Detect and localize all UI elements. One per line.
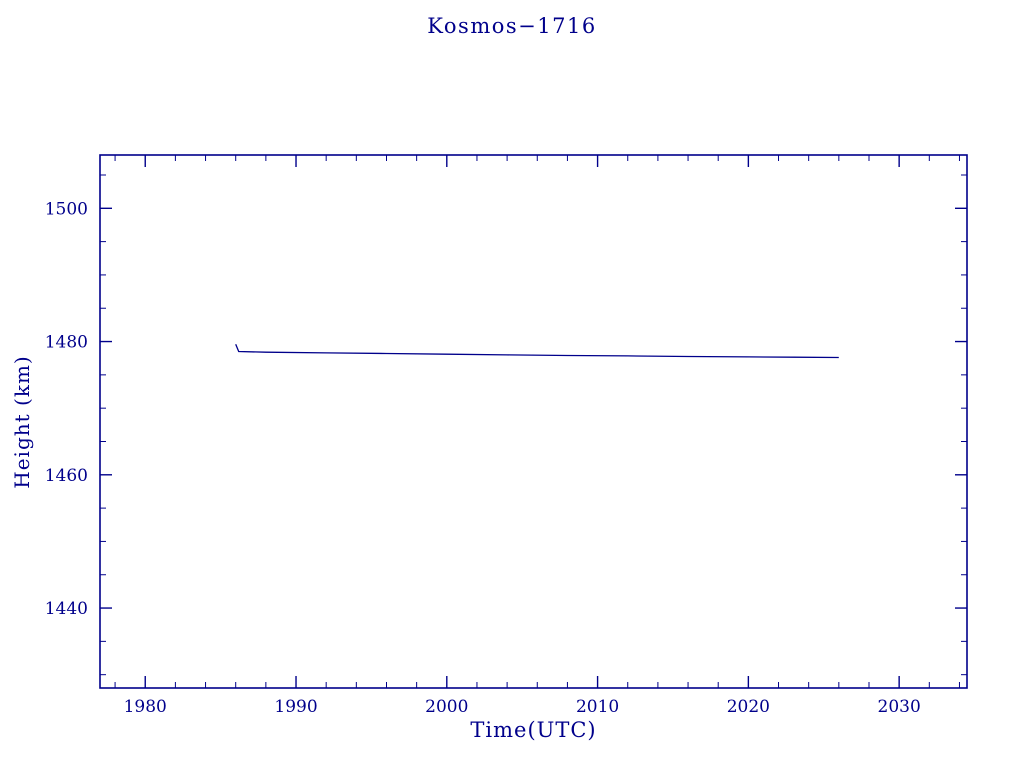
- x-tick-label: 2000: [425, 697, 468, 717]
- x-tick-label: 2030: [878, 697, 921, 717]
- y-tick-label: 1500: [45, 199, 88, 219]
- x-tick-label: 1980: [124, 697, 167, 717]
- y-tick-label: 1480: [45, 333, 88, 353]
- x-tick-label: 1990: [274, 697, 317, 717]
- x-tick-label: 2020: [727, 697, 770, 717]
- x-tick-label: 2010: [576, 697, 619, 717]
- y-tick-label: 1440: [45, 599, 88, 619]
- y-tick-label: 1460: [45, 466, 88, 486]
- chart-title: Kosmos−1716: [427, 14, 597, 38]
- plot-frame: [99, 154, 968, 689]
- x-axis-label: Time(UTC): [470, 718, 597, 742]
- data-line: [235, 343, 839, 359]
- y-axis-label: Height (km): [10, 355, 34, 489]
